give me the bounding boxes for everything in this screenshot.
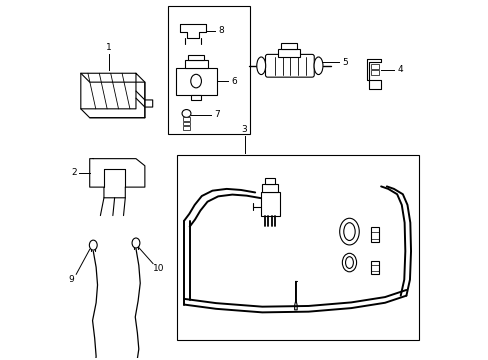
- Bar: [184, 60, 207, 68]
- Bar: [370, 71, 378, 75]
- Bar: [190, 95, 201, 100]
- Bar: [281, 43, 296, 49]
- FancyBboxPatch shape: [265, 54, 314, 77]
- Bar: [177, 155, 418, 340]
- Text: 10: 10: [153, 264, 164, 273]
- Text: 2: 2: [71, 168, 76, 177]
- Bar: [182, 122, 190, 125]
- Text: 7: 7: [213, 110, 219, 119]
- Ellipse shape: [182, 109, 190, 117]
- Bar: [370, 261, 378, 274]
- Ellipse shape: [339, 218, 359, 245]
- Bar: [168, 6, 249, 134]
- Bar: [182, 117, 190, 121]
- Text: 3: 3: [241, 125, 247, 134]
- Ellipse shape: [132, 238, 140, 248]
- Text: 4: 4: [396, 65, 402, 74]
- Bar: [260, 193, 280, 216]
- Text: 9: 9: [68, 275, 74, 284]
- Text: 6: 6: [231, 77, 237, 86]
- Ellipse shape: [89, 240, 97, 250]
- Ellipse shape: [256, 57, 265, 75]
- Bar: [262, 184, 278, 193]
- Bar: [264, 178, 275, 184]
- Text: 5: 5: [341, 58, 347, 67]
- Ellipse shape: [343, 223, 354, 240]
- Ellipse shape: [345, 257, 353, 269]
- Bar: [182, 126, 190, 130]
- Bar: [188, 55, 204, 60]
- Ellipse shape: [313, 57, 322, 75]
- Ellipse shape: [342, 253, 356, 272]
- Text: 1: 1: [106, 43, 112, 52]
- Text: 8: 8: [219, 26, 224, 35]
- Bar: [370, 227, 378, 242]
- Bar: [176, 68, 216, 95]
- Bar: [370, 64, 378, 69]
- Bar: [278, 49, 299, 57]
- Ellipse shape: [190, 74, 201, 88]
